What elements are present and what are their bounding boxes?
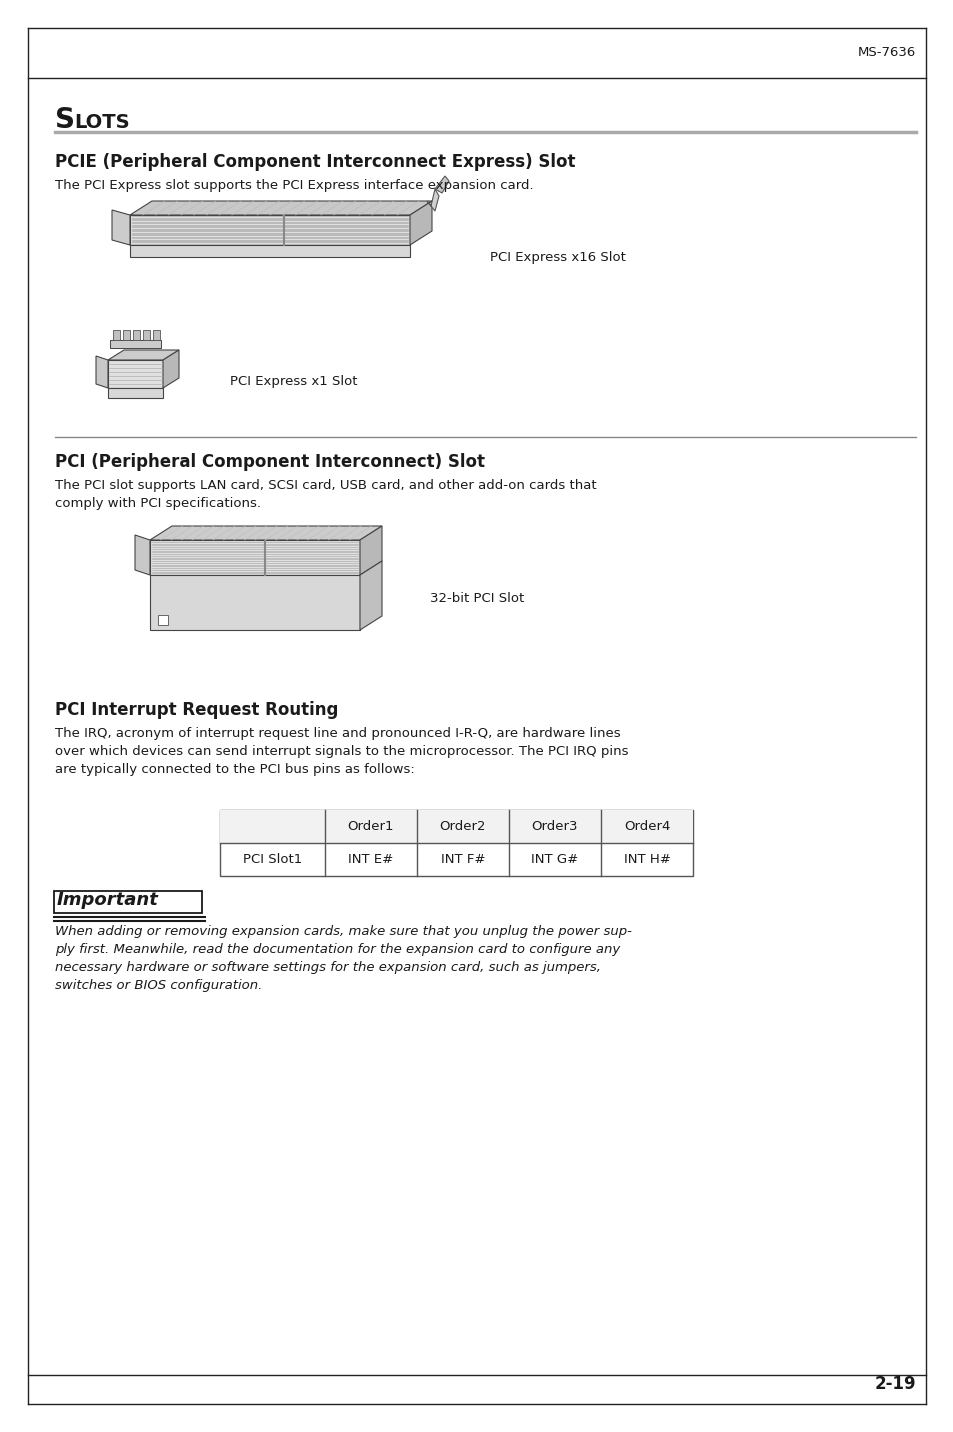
Text: PCI Interrupt Request Routing: PCI Interrupt Request Routing [55, 702, 338, 719]
Text: PCI Express x1 Slot: PCI Express x1 Slot [230, 375, 357, 388]
Bar [220, 811, 692, 843]
Text: S: S [55, 106, 75, 135]
Text: The PCI Express slot supports the PCI Express interface expansion card.: The PCI Express slot supports the PCI Ex… [55, 179, 533, 192]
Polygon shape [150, 576, 359, 630]
Text: Order4: Order4 [623, 821, 670, 833]
Text: The PCI slot supports LAN card, SCSI card, USB card, and other add-on cards that: The PCI slot supports LAN card, SCSI car… [55, 480, 596, 493]
Polygon shape [359, 561, 381, 630]
Polygon shape [158, 614, 168, 624]
Polygon shape [130, 215, 410, 245]
Text: Important: Important [57, 891, 159, 909]
Polygon shape [150, 526, 381, 540]
Bar [54, 891, 202, 914]
Polygon shape [96, 357, 108, 388]
Text: The IRQ, acronym of interrupt request line and pronounced I-R-Q, are hardware li: The IRQ, acronym of interrupt request li… [55, 726, 620, 739]
Polygon shape [410, 200, 432, 245]
Text: When adding or removing expansion cards, make sure that you unplug the power sup: When adding or removing expansion cards,… [55, 925, 631, 938]
Text: Order2: Order2 [439, 821, 486, 833]
Text: PCI (Peripheral Component Interconnect) Slot: PCI (Peripheral Component Interconnect) … [55, 453, 484, 471]
Polygon shape [130, 245, 410, 256]
Text: INT G#: INT G# [531, 853, 578, 866]
Text: LOTS: LOTS [74, 113, 130, 132]
Text: 32-bit PCI Slot: 32-bit PCI Slot [430, 591, 524, 604]
Polygon shape [163, 349, 179, 388]
Polygon shape [110, 339, 161, 348]
Text: PCI Express x16 Slot: PCI Express x16 Slot [490, 252, 625, 265]
Text: MS-7636: MS-7636 [857, 46, 915, 60]
Text: necessary hardware or software settings for the expansion card, such as jumpers,: necessary hardware or software settings … [55, 961, 600, 975]
Polygon shape [135, 536, 150, 576]
Text: are typically connected to the PCI bus pins as follows:: are typically connected to the PCI bus p… [55, 762, 415, 776]
Bar [220, 811, 692, 876]
Polygon shape [108, 349, 179, 359]
Polygon shape [427, 189, 438, 211]
Text: ply first. Meanwhile, read the documentation for the expansion card to configure: ply first. Meanwhile, read the documenta… [55, 944, 619, 957]
Text: comply with PCI specifications.: comply with PCI specifications. [55, 497, 261, 510]
Polygon shape [435, 176, 449, 193]
Polygon shape [123, 329, 130, 339]
Text: 2-19: 2-19 [874, 1375, 915, 1393]
Polygon shape [108, 388, 163, 398]
Text: INT F#: INT F# [440, 853, 485, 866]
Text: INT E#: INT E# [348, 853, 394, 866]
Text: INT H#: INT H# [623, 853, 670, 866]
Text: switches or BIOS configuration.: switches or BIOS configuration. [55, 979, 262, 992]
Polygon shape [150, 540, 359, 576]
Text: Order1: Order1 [348, 821, 394, 833]
Text: over which devices can send interrupt signals to the microprocessor. The PCI IRQ: over which devices can send interrupt si… [55, 745, 628, 758]
Polygon shape [112, 211, 130, 245]
Text: Order3: Order3 [531, 821, 578, 833]
Polygon shape [359, 526, 381, 576]
Polygon shape [143, 329, 150, 339]
Text: PCI Slot1: PCI Slot1 [243, 853, 302, 866]
Polygon shape [152, 329, 160, 339]
Polygon shape [108, 359, 163, 388]
Text: PCIE (Peripheral Component Interconnect Express) Slot: PCIE (Peripheral Component Interconnect … [55, 153, 575, 170]
Polygon shape [132, 329, 140, 339]
Polygon shape [130, 200, 432, 215]
Polygon shape [112, 329, 120, 339]
